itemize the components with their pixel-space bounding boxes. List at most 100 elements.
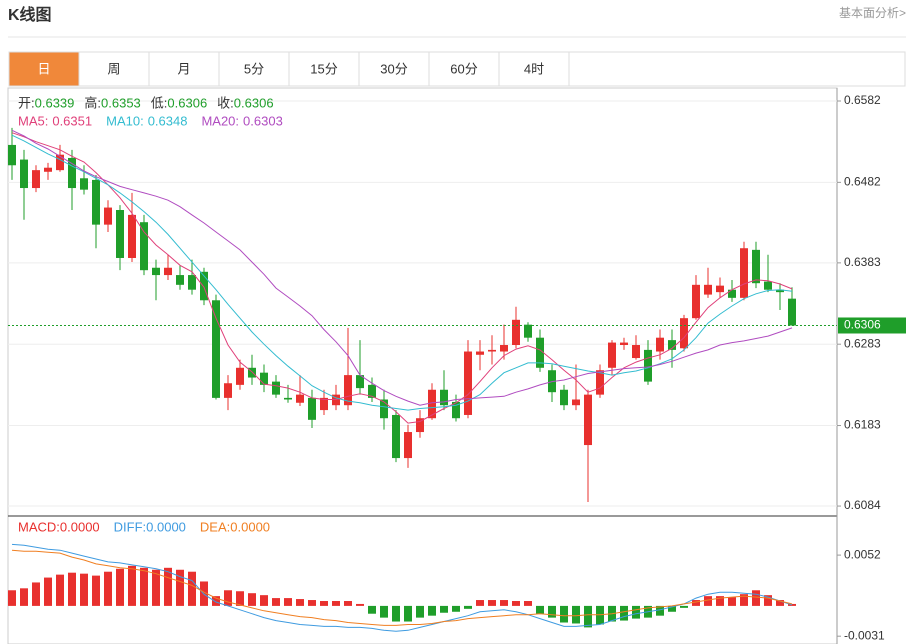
macd-bar	[92, 575, 100, 606]
candle-body	[416, 418, 424, 433]
candle-body	[176, 275, 184, 285]
macd-bar	[752, 590, 760, 606]
tab[interactable]	[78, 51, 150, 87]
macd-bar	[20, 588, 28, 606]
macd-bar	[452, 605, 460, 612]
candle-body	[668, 340, 676, 350]
macd-bar	[224, 590, 232, 606]
candle-body	[452, 401, 460, 419]
tab-label[interactable]: 周	[107, 61, 120, 76]
macd-bar	[212, 596, 220, 606]
macd-bar	[236, 591, 244, 606]
macd-bar	[560, 605, 568, 623]
candle-body	[140, 222, 148, 271]
macd-bar	[524, 601, 532, 606]
last-price-label: 0.6306	[844, 318, 881, 332]
macd-bar	[116, 568, 124, 606]
macd-bar	[380, 605, 388, 618]
legend-value: 0.6348	[148, 113, 188, 128]
macd-bar	[512, 601, 520, 606]
tab-label[interactable]: 5分	[244, 61, 264, 76]
macd-line	[11, 549, 793, 626]
macd-bar	[308, 600, 316, 606]
macd-bar	[164, 567, 172, 606]
macd-bar	[764, 595, 772, 606]
candle-body	[236, 367, 244, 385]
candle-body	[92, 179, 100, 225]
candle-body	[20, 159, 28, 189]
candle-body	[68, 157, 76, 189]
macd-bar	[716, 596, 724, 606]
legend-name: MA10:	[106, 113, 144, 128]
macd-bar	[536, 605, 544, 614]
y-tick-label: 0.6084	[844, 498, 881, 512]
tab-label[interactable]: 4时	[524, 61, 544, 76]
candle-body	[248, 367, 256, 378]
macd-bar	[272, 598, 280, 606]
macd-bar	[332, 601, 340, 606]
legend-value: 0.6303	[243, 113, 283, 128]
readout-label: 低:	[151, 95, 168, 110]
candle-body	[380, 399, 388, 419]
tab[interactable]	[428, 51, 500, 87]
candle-body	[56, 154, 64, 171]
tab-label[interactable]: 30分	[380, 61, 407, 76]
readout-label: 收:	[217, 95, 234, 110]
candle-body	[620, 342, 628, 346]
candle-body	[392, 414, 400, 459]
candle-body	[188, 275, 196, 290]
macd-legend: DIFF:0.0000	[114, 519, 186, 534]
macd-bar	[500, 600, 508, 606]
fundamental-link[interactable]: 基本面分析>	[839, 6, 906, 20]
y-tick-label: 0.0052	[844, 547, 881, 561]
candle-body	[296, 394, 304, 403]
candle-body	[692, 284, 700, 319]
ma-line	[11, 134, 793, 411]
macd-bar	[368, 605, 376, 614]
candle-body	[524, 324, 532, 338]
candle-body	[740, 248, 748, 298]
macd-bar	[104, 571, 112, 606]
tab[interactable]	[498, 51, 570, 87]
macd-bar	[584, 605, 592, 628]
readout-label: 开:	[18, 95, 35, 110]
page-title: K线图	[8, 5, 52, 24]
candle-body	[632, 345, 640, 359]
candle-body	[8, 144, 16, 166]
candle-body	[272, 381, 280, 395]
macd-bar	[704, 596, 712, 606]
tab[interactable]	[8, 51, 80, 87]
candle-body	[320, 397, 328, 411]
macd-bar	[140, 567, 148, 606]
candle-body	[212, 300, 220, 398]
y-tick-label: 0.6283	[844, 336, 881, 350]
candle-body	[116, 210, 124, 258]
tab-label[interactable]: 15分	[310, 61, 337, 76]
macd-bar	[572, 605, 580, 624]
candle-body	[752, 249, 760, 284]
chart-frame	[7, 87, 838, 644]
tab[interactable]	[358, 51, 430, 87]
readout-value: 0.6339	[35, 95, 75, 110]
candle-body	[308, 397, 316, 420]
tab-label[interactable]: 日	[37, 61, 50, 76]
candle-body	[260, 372, 268, 385]
macd-bar	[320, 601, 328, 606]
tab[interactable]	[288, 51, 360, 87]
candle-body	[488, 349, 496, 352]
readout-value: 0.6353	[101, 95, 141, 110]
candle-body	[512, 319, 520, 346]
macd-bar	[8, 590, 16, 606]
macd-bar	[668, 605, 676, 612]
macd-bar	[788, 603, 796, 606]
macd-legend: MACD:0.0000	[18, 519, 100, 534]
macd-bar	[728, 597, 736, 606]
macd-bar	[428, 605, 436, 616]
macd-bar	[680, 605, 688, 608]
tab-label[interactable]: 60分	[450, 61, 477, 76]
tab-label[interactable]: 月	[177, 61, 190, 76]
tab[interactable]	[148, 51, 220, 87]
candle-body	[284, 397, 292, 400]
macd-bar	[188, 571, 196, 606]
